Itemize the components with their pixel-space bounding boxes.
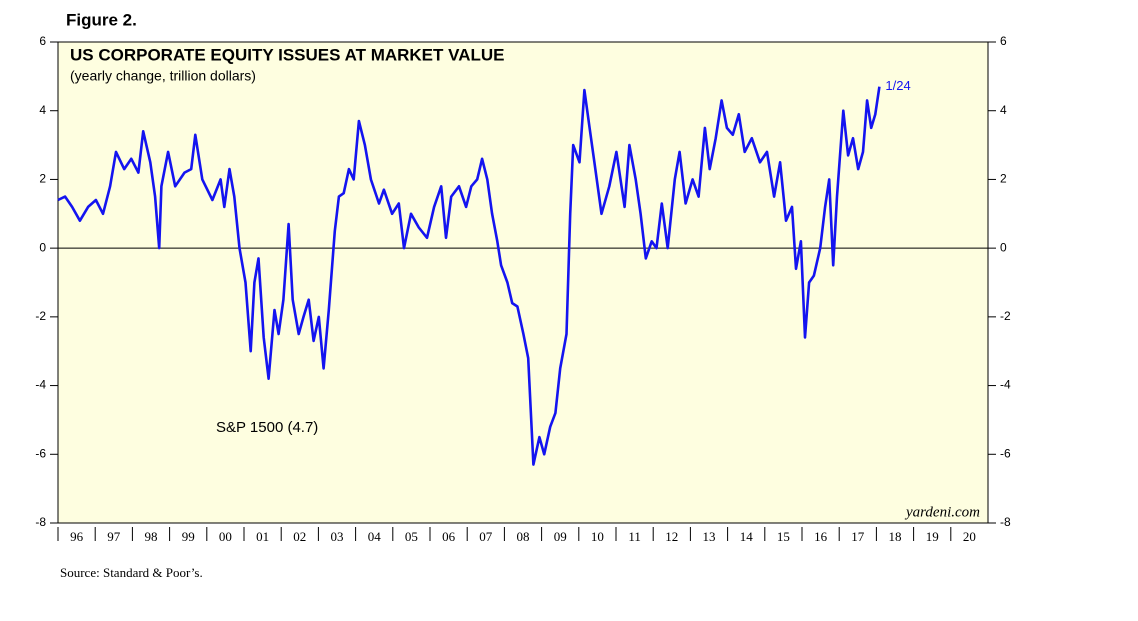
x-tick-label: 01	[256, 529, 269, 544]
x-tick-label: 09	[554, 529, 567, 544]
x-tick-label: 06	[442, 529, 456, 544]
x-tick-label: 98	[145, 529, 158, 544]
series-label: S&P 1500 (4.7)	[216, 419, 318, 436]
y2-tick-label: -4	[1000, 378, 1011, 392]
x-tick-label: 14	[740, 529, 754, 544]
y2-tick-label: 2	[1000, 172, 1007, 186]
y-tick-label: 4	[39, 103, 46, 117]
y2-tick-label: -6	[1000, 446, 1011, 460]
y2-tick-label: -2	[1000, 309, 1011, 323]
x-tick-label: 07	[479, 529, 493, 544]
y2-tick-label: 6	[1000, 34, 1007, 48]
x-tick-label: 00	[219, 529, 232, 544]
series-line	[57, 86, 881, 466]
x-tick-label: 10	[591, 529, 604, 544]
y-tick-label: -6	[35, 446, 46, 460]
plot-area	[57, 41, 989, 524]
y-tick-label: 6	[39, 34, 46, 48]
y-tick-label: 2	[39, 172, 46, 186]
x-tick-label: 99	[182, 529, 195, 544]
chart-subtitle: (yearly change, trillion dollars)	[70, 68, 256, 84]
y-tick-label: 0	[39, 240, 46, 254]
x-tick-label: 12	[665, 529, 678, 544]
x-tick-label: 97	[107, 529, 121, 544]
y-tick-label: -8	[35, 515, 46, 529]
x-tick-label: 03	[331, 529, 344, 544]
x-tick-label: 16	[814, 529, 828, 544]
end-label: 1/24	[885, 78, 910, 93]
x-tick-label: 15	[777, 529, 790, 544]
x-tick-label: 11	[628, 529, 641, 544]
watermark: yardeni.com	[904, 504, 980, 520]
y2-tick-label: 4	[1000, 103, 1007, 117]
y-tick-label: -2	[35, 309, 46, 323]
x-tick-label: 18	[889, 529, 902, 544]
y2-tick-label: 0	[1000, 240, 1007, 254]
x-tick-label: 20	[963, 529, 976, 544]
figure-label: Figure 2.	[66, 10, 137, 29]
x-tick-label: 17	[851, 529, 865, 544]
y2-tick-label: -8	[1000, 515, 1011, 529]
x-tick-label: 04	[368, 529, 382, 544]
x-tick-label: 08	[517, 529, 530, 544]
y-tick-label: -4	[35, 378, 46, 392]
x-tick-label: 13	[703, 529, 716, 544]
x-tick-label: 02	[293, 529, 306, 544]
chart-title: US CORPORATE EQUITY ISSUES AT MARKET VAL…	[70, 45, 504, 64]
x-tick-label: 96	[70, 529, 84, 544]
source-note: Source: Standard & Poor’s.	[60, 565, 203, 580]
x-tick-label: 19	[926, 529, 939, 544]
x-tick-label: 05	[405, 529, 418, 544]
